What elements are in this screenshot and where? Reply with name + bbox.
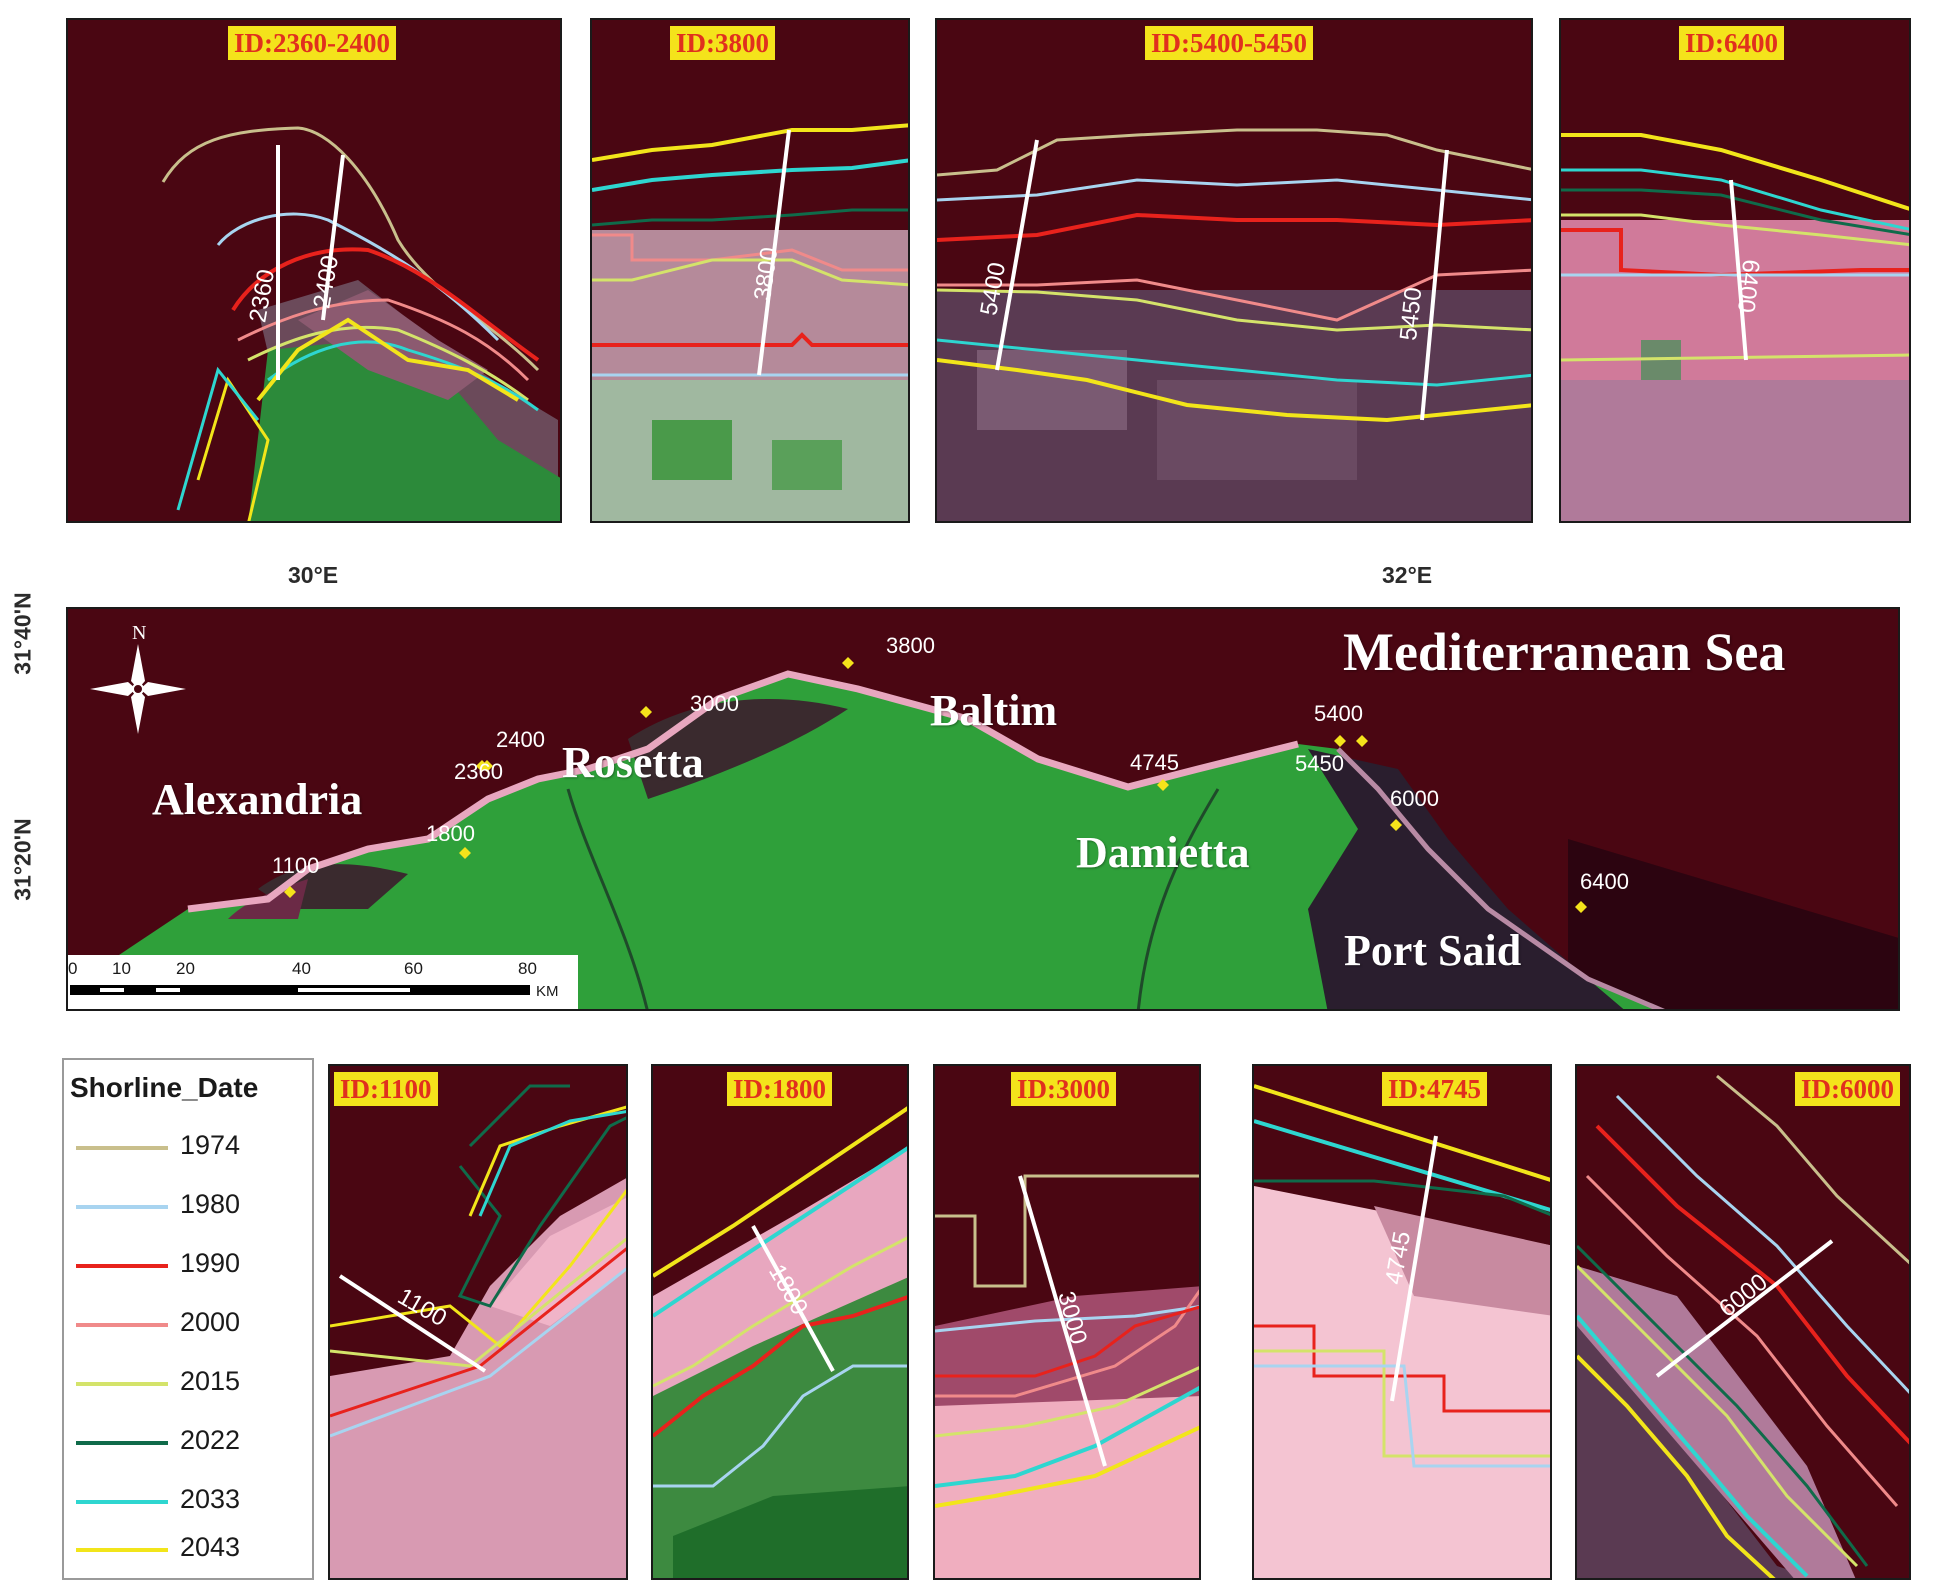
inset-map-4745 [1254, 1066, 1550, 1578]
inset-panel-3000: 3000 ID:3000 [933, 1064, 1201, 1580]
inset-panel-4745: 4745 ID:4745 [1252, 1064, 1552, 1580]
legend-entry: 1980 [76, 1187, 306, 1227]
inset-panel-2360-2400: 2360 2400 ID:2360-2400 [66, 18, 562, 523]
inset-panel-3800: 3800 ID:3800 [590, 18, 910, 523]
panel-id-tag: ID:1100 [334, 1072, 438, 1106]
point-label-1800: 1800 [426, 821, 475, 846]
scale-bar-graphic [70, 985, 530, 995]
legend-swatch [76, 1264, 168, 1268]
legend-entry: 2015 [76, 1364, 306, 1404]
inset-map-6400 [1561, 20, 1909, 521]
point-label-4745: 4745 [1130, 750, 1179, 775]
city-rosetta: Rosetta [562, 738, 704, 787]
legend-swatch [76, 1205, 168, 1209]
inset-panel-6400: 6400 ID:6400 [1559, 18, 1911, 523]
inset-map-3800 [592, 20, 908, 521]
scale-tick-60: 60 [404, 959, 423, 978]
scale-unit: KM [536, 983, 559, 1000]
sea-label: Mediterranean Sea [1343, 622, 1786, 682]
main-map: 1100 1800 2360 2400 3000 3800 4745 5400 … [66, 607, 1900, 1011]
point-label-6400: 6400 [1580, 869, 1629, 894]
legend-title: Shorline_Date [70, 1072, 259, 1103]
legend-year: 2000 [180, 1307, 241, 1337]
legend-year: 2033 [180, 1484, 241, 1514]
point-label-2360: 2360 [454, 759, 503, 784]
scale-tick-40: 40 [292, 959, 311, 978]
legend-entry: 2000 [76, 1305, 306, 1345]
inset-panel-1800: 1800 ID:1800 [651, 1064, 909, 1580]
legend-swatch [76, 1146, 168, 1150]
scale-tick-10: 10 [112, 959, 131, 978]
legend-year: 2043 [180, 1532, 241, 1562]
city-baltim: Baltim [930, 686, 1058, 735]
city-damietta: Damietta [1076, 828, 1250, 877]
panel-id-tag: ID:6000 [1795, 1072, 1900, 1106]
inset-panel-6000: 6000 ID:6000 [1575, 1064, 1911, 1580]
inset-panel-1100: 1100 ID:1100 [328, 1064, 628, 1580]
lat-label-31-40n: 31°40'N [9, 592, 36, 675]
legend-year: 1990 [180, 1248, 241, 1278]
panel-id-tag: ID:3800 [670, 26, 775, 60]
north-label: N [132, 622, 146, 644]
point-label-1100: 1100 [272, 853, 319, 878]
panel-id-tag: ID:5400-5450 [1145, 26, 1313, 60]
legend-year: 2022 [180, 1425, 241, 1455]
point-label-6000: 6000 [1390, 786, 1439, 811]
point-label-2400: 2400 [496, 727, 545, 752]
inset-map-1100 [330, 1066, 626, 1578]
legend-entry: 2022 [76, 1423, 306, 1463]
city-alexandria: Alexandria [152, 775, 363, 824]
legend-year: 2015 [180, 1366, 241, 1396]
legend-swatch [76, 1323, 168, 1327]
point-label-3800: 3800 [886, 633, 935, 658]
inset-map-3000 [935, 1066, 1199, 1578]
inset-map-2360-2400 [68, 20, 560, 521]
legend-year: 1980 [180, 1189, 241, 1219]
panel-id-tag: ID:1800 [727, 1072, 832, 1106]
legend-entry: 2033 [76, 1482, 306, 1522]
panel-id-tag: ID:4745 [1382, 1072, 1487, 1106]
legend-swatch [76, 1382, 168, 1386]
legend-swatch [76, 1500, 168, 1504]
transect-label-6400: 6400 [1731, 258, 1765, 315]
legend-entry: 1974 [76, 1128, 306, 1168]
lon-label-30e: 30°E [288, 562, 339, 588]
legend: Shorline_Date 1974 1980 1990 2000 2015 2… [62, 1058, 314, 1580]
panel-id-tag: ID:6400 [1679, 26, 1784, 60]
panel-id-tag: ID:2360-2400 [228, 26, 396, 60]
inset-map-6000 [1577, 1066, 1909, 1578]
scale-tick-20: 20 [176, 959, 195, 978]
scale-tick-0: 0 [68, 959, 78, 978]
scale-bar: 0 10 20 40 60 80 KM [68, 955, 578, 1009]
city-port-said: Port Said [1344, 926, 1522, 975]
point-label-5450: 5450 [1295, 751, 1344, 776]
lon-label-32e: 32°E [1382, 562, 1433, 588]
legend-entry: 1990 [76, 1246, 306, 1286]
inset-map-1800 [653, 1066, 907, 1578]
legend-year: 1974 [180, 1130, 241, 1160]
point-label-3000: 3000 [690, 691, 739, 716]
legend-swatch [76, 1548, 168, 1552]
inset-map-5400-5450 [937, 20, 1531, 521]
legend-swatch [76, 1441, 168, 1445]
scale-tick-80: 80 [518, 959, 537, 978]
compass-rose-icon [90, 644, 186, 734]
legend-entry: 2043 [76, 1530, 306, 1570]
transect-label-5450: 5450 [1394, 285, 1428, 342]
lat-label-31-20n: 31°20'N [9, 818, 36, 901]
transect-points [284, 657, 1587, 913]
inset-panel-5400-5450: 5400 5450 ID:5400-5450 [935, 18, 1533, 523]
point-label-5400: 5400 [1314, 701, 1363, 726]
panel-id-tag: ID:3000 [1011, 1072, 1116, 1106]
main-map-canvas: 1100 1800 2360 2400 3000 3800 4745 5400 … [68, 609, 1898, 1009]
